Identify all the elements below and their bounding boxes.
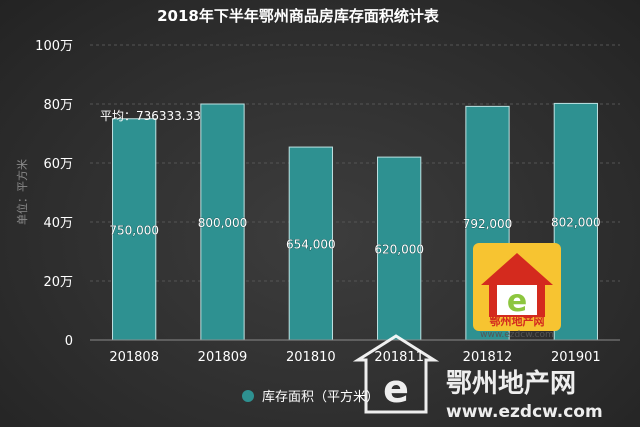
x-tick-label: 201811 <box>374 350 424 365</box>
watermark-big: e 鄂州地产网 www.ezdcw.com <box>352 334 603 422</box>
data-label: 802,000 <box>551 216 601 230</box>
data-label: 800,000 <box>198 216 248 230</box>
legend-swatch <box>242 390 254 402</box>
y-axis-label: 单位：平方米 <box>15 159 29 225</box>
y-tick-label: 60万 <box>43 157 73 172</box>
bar-201810 <box>288 146 333 341</box>
x-tick-label: 201812 <box>463 350 513 365</box>
x-tick-labels: 201808 201809 201810 201811 201812 201901 <box>109 350 600 365</box>
data-label: 792,000 <box>463 217 513 231</box>
bar-201811 <box>377 156 422 341</box>
legend-label: 库存面积（平方米） <box>262 389 379 405</box>
data-labels: 750,000 800,000 654,000 620,000 792,000 802,0… <box>109 215 601 257</box>
data-label: 654,000 <box>286 238 336 252</box>
data-label: 750,000 <box>109 223 159 237</box>
y-tick-label: 80万 <box>43 98 73 113</box>
y-tick-label: 0 <box>65 334 73 349</box>
bar-201901 <box>553 102 598 341</box>
gridlines: 0 20万 40万 60万 80万 100万 <box>35 39 620 349</box>
y-tick-label: 100万 <box>35 39 73 54</box>
watermark-big-url: www.ezdcw.com <box>446 402 603 422</box>
x-tick-label: 201810 <box>286 350 336 365</box>
bar-201809 <box>200 103 245 341</box>
watermark-house-icon <box>352 334 440 414</box>
watermark-big-text: 鄂州地产网 <box>446 369 576 399</box>
legend: 库存面积（平方米） <box>242 389 379 405</box>
average-label: 平均：736333.33 <box>100 109 201 123</box>
watermark-logo-url: www.ezdcw.com <box>480 330 554 340</box>
house-e-logo-icon: e <box>507 284 527 319</box>
watermark-logo-text: 鄂州地产网 <box>490 314 545 328</box>
y-tick-label: 20万 <box>43 275 73 290</box>
x-tick-label: 201901 <box>551 350 601 365</box>
y-tick-label: 40万 <box>43 216 73 231</box>
chart-title: 2018年下半年鄂州商品房库存面积统计表 <box>157 7 440 25</box>
data-label: 620,000 <box>374 243 424 257</box>
bar-201808 <box>112 118 157 341</box>
watermark-e-icon: e <box>383 367 409 411</box>
watermark-logo: e 鄂州地产网 www.ezdcw.com <box>473 243 561 340</box>
x-tick-label: 201809 <box>198 350 248 365</box>
x-tick-label: 201808 <box>109 350 159 365</box>
